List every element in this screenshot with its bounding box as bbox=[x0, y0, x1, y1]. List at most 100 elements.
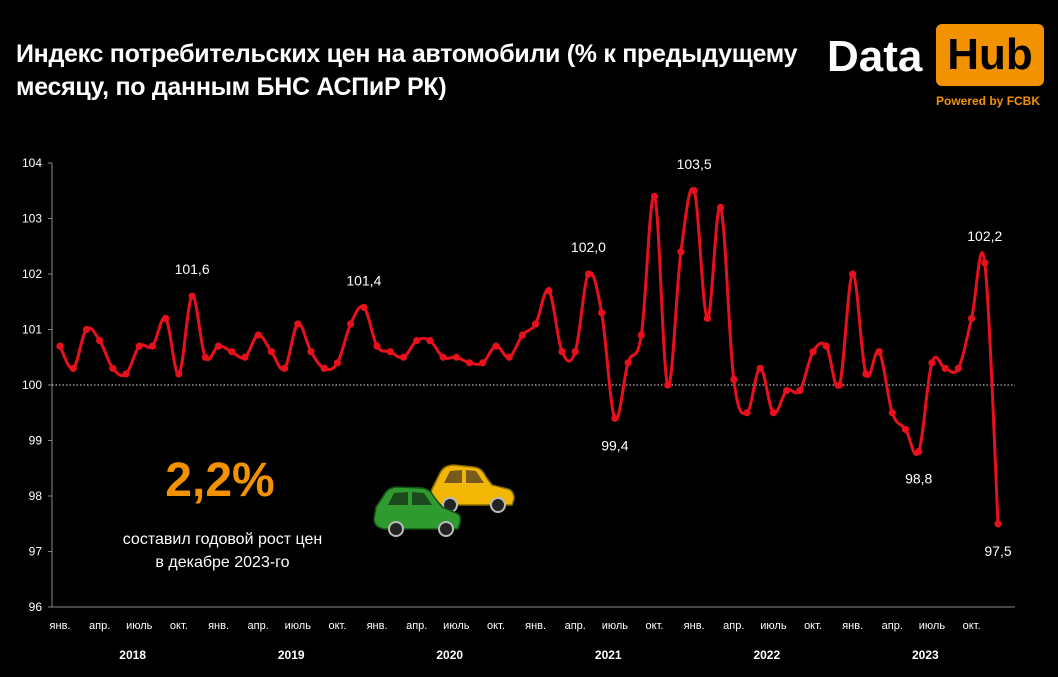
data-point bbox=[796, 386, 804, 395]
x-month-label: янв. bbox=[208, 620, 229, 632]
x-month-label: янв. bbox=[684, 620, 705, 632]
data-label: 102,0 bbox=[571, 239, 606, 255]
data-point bbox=[267, 348, 275, 356]
data-point bbox=[928, 359, 936, 367]
data-point bbox=[399, 353, 408, 361]
datahub-logo: Data Hub Powered by FCBK bbox=[825, 24, 1050, 124]
data-point bbox=[730, 375, 738, 384]
data-label: 101,4 bbox=[346, 272, 381, 288]
data-point bbox=[941, 364, 949, 372]
data-point bbox=[783, 386, 791, 395]
x-month-label: окт. bbox=[646, 620, 664, 632]
callout-text: составил годовой рост цен в декабре 2023… bbox=[100, 528, 345, 574]
data-point bbox=[426, 337, 434, 345]
data-point bbox=[822, 342, 830, 350]
data-point bbox=[465, 359, 474, 367]
data-point bbox=[809, 348, 817, 356]
data-point bbox=[756, 364, 764, 372]
x-month-label: янв. bbox=[50, 620, 71, 632]
data-point bbox=[558, 348, 566, 356]
x-month-label: июль bbox=[443, 620, 470, 632]
logo-powered-text: Powered by FCBK bbox=[936, 94, 1041, 108]
data-point bbox=[637, 331, 645, 339]
data-point bbox=[584, 270, 593, 278]
data-point bbox=[835, 381, 844, 389]
x-year-label: 2019 bbox=[278, 648, 305, 662]
callout-text-line1: составил годовой рост цен bbox=[122, 531, 323, 548]
data-point bbox=[598, 309, 606, 317]
data-point bbox=[82, 325, 91, 334]
callout-text-line2: в декабре 2023-го bbox=[155, 554, 290, 571]
data-label: 103,5 bbox=[677, 156, 712, 172]
cars-icon bbox=[373, 464, 515, 537]
data-point bbox=[347, 320, 355, 328]
x-month-label: окт. bbox=[963, 620, 981, 632]
data-point bbox=[69, 364, 77, 372]
x-month-label: апр. bbox=[248, 620, 269, 632]
data-point bbox=[188, 292, 196, 300]
x-year-label: 2023 bbox=[912, 648, 939, 662]
x-month-label: янв. bbox=[367, 620, 388, 632]
y-tick-label: 104 bbox=[22, 156, 42, 170]
data-point bbox=[650, 192, 659, 200]
data-point bbox=[122, 370, 130, 378]
data-point bbox=[611, 414, 619, 422]
y-tick-label: 97 bbox=[29, 545, 43, 559]
data-point bbox=[280, 364, 289, 372]
data-point bbox=[901, 425, 910, 433]
data-point bbox=[56, 342, 64, 350]
x-month-label: апр. bbox=[723, 620, 744, 632]
x-month-label: окт. bbox=[804, 620, 822, 632]
data-point bbox=[360, 303, 368, 311]
data-point bbox=[967, 314, 976, 322]
data-point bbox=[703, 314, 711, 322]
data-point bbox=[201, 353, 209, 361]
y-tick-label: 100 bbox=[22, 378, 42, 392]
data-point bbox=[307, 348, 315, 356]
data-point bbox=[888, 409, 896, 417]
data-point bbox=[849, 270, 857, 278]
data-point bbox=[769, 409, 778, 417]
data-label: 102,2 bbox=[967, 228, 1002, 244]
data-point bbox=[333, 359, 342, 367]
data-point bbox=[254, 331, 262, 339]
data-point bbox=[518, 331, 526, 339]
x-month-label: июль bbox=[126, 620, 153, 632]
green-car-icon bbox=[373, 486, 462, 537]
x-month-label: июль bbox=[285, 620, 312, 632]
x-year-label: 2022 bbox=[753, 648, 780, 662]
data-point bbox=[954, 364, 962, 372]
data-point bbox=[162, 314, 170, 322]
x-month-label: апр. bbox=[565, 620, 586, 632]
data-point bbox=[690, 187, 698, 195]
chart-series bbox=[56, 187, 1002, 528]
data-point bbox=[875, 348, 883, 356]
x-month-label: окт. bbox=[328, 620, 346, 632]
y-tick-label: 98 bbox=[29, 489, 43, 503]
data-point bbox=[677, 248, 685, 256]
data-point bbox=[148, 342, 157, 350]
x-month-label: окт. bbox=[487, 620, 505, 632]
x-month-label: окт. bbox=[170, 620, 188, 632]
data-point bbox=[96, 337, 104, 345]
data-point bbox=[545, 287, 553, 295]
data-point bbox=[320, 364, 328, 372]
data-point bbox=[716, 203, 725, 211]
x-year-label: 2018 bbox=[119, 648, 146, 662]
chart-annotations: 101,6 101,4 102,0 99,4 103,5 98,8 102,2 97,5 bbox=[175, 156, 1012, 559]
data-point bbox=[135, 342, 143, 350]
x-year-label: 2021 bbox=[595, 648, 622, 662]
data-point bbox=[228, 348, 236, 356]
logo-data-text: Data bbox=[827, 32, 923, 81]
data-point bbox=[386, 348, 394, 356]
data-point bbox=[624, 359, 632, 367]
data-label: 101,6 bbox=[175, 261, 210, 277]
y-tick-label: 99 bbox=[29, 434, 43, 448]
x-month-label: июль bbox=[919, 620, 946, 632]
data-point bbox=[373, 342, 381, 350]
data-point bbox=[452, 353, 460, 361]
y-tick-label: 96 bbox=[29, 600, 43, 614]
data-point bbox=[532, 320, 540, 328]
data-point bbox=[981, 259, 989, 267]
